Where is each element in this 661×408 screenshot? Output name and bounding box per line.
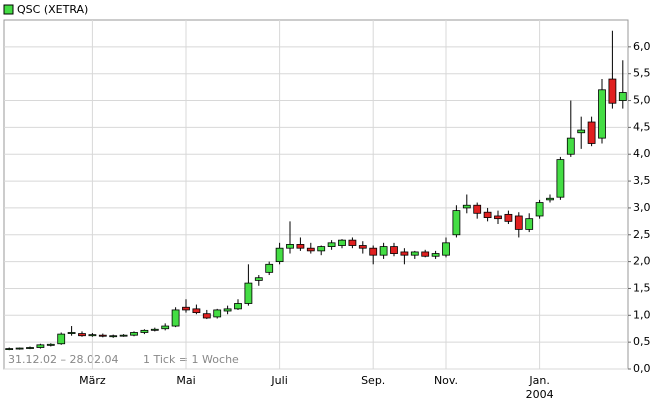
candle-body (577, 129, 586, 134)
legend-swatch (3, 4, 14, 15)
tick-note: 1 Tick = 1 Woche (143, 353, 239, 366)
x-tick-label: Nov. (434, 374, 458, 387)
candle-body (254, 277, 263, 281)
y-tick-label: 2,0 (633, 255, 651, 268)
x-tick-label: Mai (176, 374, 195, 387)
candle-body (566, 137, 575, 155)
candle-body (390, 246, 398, 254)
y-tick-label: 3,0 (633, 201, 651, 214)
candle-body (109, 335, 118, 338)
x-tick-label: Sep. (361, 374, 385, 387)
chart-title: QSC (XETRA) (17, 3, 88, 16)
candle-body (286, 244, 294, 249)
candle-body (296, 244, 305, 249)
candle-body (78, 333, 86, 337)
candle-body (598, 89, 606, 139)
candle-body (483, 211, 492, 218)
candle-body (98, 334, 107, 337)
candle-body (192, 308, 201, 314)
y-tick-label: 6,0 (633, 40, 651, 53)
candle-body (140, 329, 149, 333)
candle-body (421, 251, 430, 257)
candle-body (525, 218, 534, 230)
candle-body (452, 210, 461, 236)
y-tick-label: 2,5 (633, 228, 651, 241)
candle-body (338, 239, 346, 246)
candle-body (15, 347, 24, 350)
candle-body (265, 263, 274, 273)
y-tick-label: 1,0 (633, 308, 651, 321)
candle-body (369, 247, 378, 256)
y-tick-label: 5,5 (633, 67, 651, 80)
candle-body (608, 78, 617, 104)
candle-body (161, 325, 170, 330)
y-tick-label: 0,5 (633, 335, 651, 348)
candle-body (57, 333, 66, 345)
y-tick-label: 4,0 (633, 147, 651, 160)
candle-body (431, 253, 440, 257)
candle-body (171, 309, 180, 327)
y-tick-label: 1,5 (633, 281, 651, 294)
candle-body (67, 332, 76, 334)
candle-body (306, 247, 315, 252)
year-label: 2004 (526, 388, 554, 401)
x-tick-label: Jan. (528, 374, 549, 387)
candle-body (223, 308, 232, 312)
candle-body (379, 246, 388, 256)
candle-body (317, 246, 326, 252)
candle-body (473, 204, 482, 214)
y-tick-label: 4,5 (633, 120, 651, 133)
candle-body (462, 204, 471, 209)
candle-body (275, 247, 284, 263)
candle-body (494, 215, 502, 220)
plot-area (3, 19, 629, 370)
candle-body (348, 239, 357, 246)
candle-body (36, 344, 45, 348)
candle-body (504, 213, 513, 222)
candle-body (358, 245, 367, 249)
candle-body (150, 328, 159, 331)
candle-body (556, 159, 565, 198)
candle-body (535, 202, 544, 217)
date-range: 31.12.02 – 28.02.04 (8, 353, 118, 366)
candle-body (119, 334, 128, 337)
candle-body (410, 251, 419, 256)
candle-body (234, 303, 242, 310)
candle-body (213, 309, 222, 318)
candle-body (5, 348, 14, 350)
candle-body (182, 306, 190, 311)
x-tick-label: März (79, 374, 106, 387)
candle-body (26, 347, 34, 349)
candle-body (244, 282, 253, 304)
y-tick-label: 5,0 (633, 94, 651, 107)
x-tick-label: Juli (270, 374, 287, 387)
candle-body (130, 332, 138, 336)
candle-body (202, 313, 211, 319)
candle-body (514, 215, 523, 230)
candle-body (546, 197, 554, 201)
candle-body (327, 242, 336, 247)
candle-body (46, 343, 55, 346)
y-tick-label: 3,5 (633, 174, 651, 187)
candle-body (587, 121, 596, 144)
candle-body (618, 92, 627, 101)
candle-body (400, 251, 409, 256)
candle-body (88, 334, 97, 337)
y-tick-label: 0,0 (633, 362, 651, 375)
candle-body (442, 242, 450, 256)
